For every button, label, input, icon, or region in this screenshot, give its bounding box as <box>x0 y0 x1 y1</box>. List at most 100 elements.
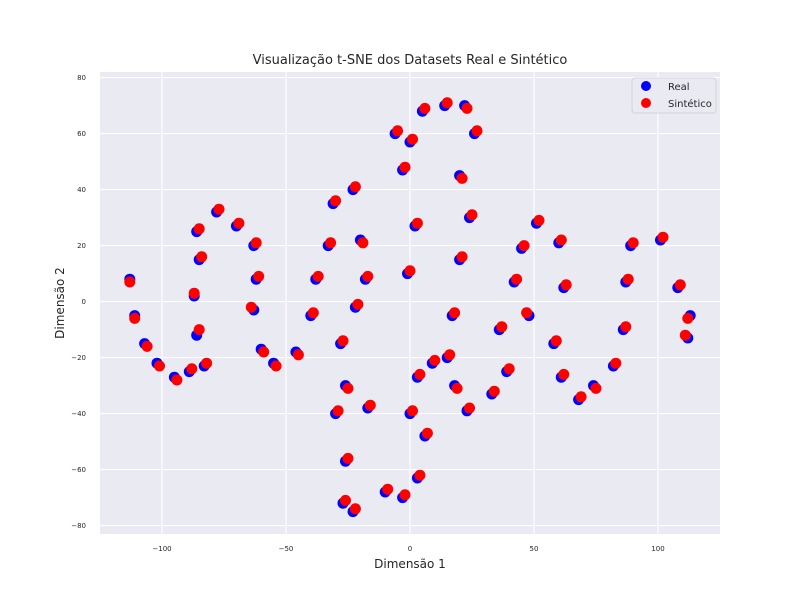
data-point <box>429 354 441 366</box>
y-tick-label: −20 <box>71 354 86 362</box>
data-point <box>332 405 344 417</box>
data-point <box>349 181 361 193</box>
scatter-points <box>124 97 696 518</box>
y-tick-label: −80 <box>71 522 86 530</box>
data-point <box>250 237 262 249</box>
data-point <box>349 503 361 515</box>
y-tick-label: 20 <box>77 242 86 250</box>
data-point <box>575 391 587 403</box>
data-point <box>399 489 411 501</box>
data-point <box>496 321 508 333</box>
data-point <box>340 494 351 506</box>
y-tick-label: 40 <box>77 186 86 194</box>
x-axis-label: Dimensão 1 <box>374 557 446 571</box>
data-point <box>312 270 324 282</box>
data-point <box>325 237 337 249</box>
data-point <box>627 237 639 249</box>
data-point <box>330 195 342 207</box>
data-point <box>253 270 265 282</box>
data-point <box>193 324 205 336</box>
legend-label-real: Real <box>668 82 690 93</box>
data-point <box>342 452 354 464</box>
chart-title: Visualização t-SNE dos Datasets Real e S… <box>253 53 568 68</box>
x-tick-label: 100 <box>651 545 664 553</box>
data-point <box>414 368 426 380</box>
data-point <box>407 133 418 145</box>
data-point <box>511 273 523 285</box>
y-axis-ticks: −80 −60 −40 −20 0 20 40 60 80 <box>71 74 86 530</box>
data-point <box>233 217 245 229</box>
data-point <box>682 312 694 324</box>
data-point <box>141 340 153 352</box>
data-point <box>461 102 473 114</box>
legend-marker-synthetic <box>641 98 651 108</box>
data-point <box>411 217 423 229</box>
data-point <box>503 363 515 375</box>
legend-box <box>631 77 717 114</box>
data-point <box>444 349 456 361</box>
data-point <box>258 346 270 358</box>
data-point <box>456 251 468 263</box>
data-point <box>657 231 669 243</box>
data-point <box>456 172 468 184</box>
data-point <box>382 483 394 495</box>
x-axis-ticks: −100 −50 0 50 100 <box>152 545 664 553</box>
data-point <box>521 307 533 319</box>
data-point <box>292 349 304 361</box>
data-point <box>399 161 411 173</box>
legend-marker-real <box>641 81 651 91</box>
data-point <box>213 203 225 215</box>
data-point <box>620 321 632 333</box>
y-tick-label: −60 <box>71 466 86 474</box>
data-point <box>558 368 570 380</box>
series-sintetico <box>124 97 694 515</box>
data-point <box>186 363 198 375</box>
y-axis-label: Dimensão 2 <box>53 267 67 339</box>
data-point <box>518 240 530 252</box>
plot-area <box>100 72 720 534</box>
x-tick-label: −50 <box>279 545 294 553</box>
data-point <box>555 234 567 246</box>
data-point <box>307 307 319 319</box>
data-point <box>674 279 686 291</box>
data-point <box>364 399 376 411</box>
data-point <box>404 265 416 277</box>
data-point <box>533 214 545 226</box>
data-point <box>188 287 200 299</box>
data-point <box>451 382 463 394</box>
data-point <box>392 125 404 137</box>
data-point <box>342 382 354 394</box>
data-point <box>337 335 349 347</box>
data-point <box>488 385 500 397</box>
data-point <box>201 357 213 369</box>
y-tick-label: −40 <box>71 410 86 418</box>
x-tick-label: 50 <box>530 545 539 553</box>
data-point <box>245 301 257 313</box>
y-tick-label: 80 <box>77 74 86 82</box>
data-point <box>610 357 622 369</box>
data-point <box>193 223 205 235</box>
data-point <box>550 335 562 347</box>
x-tick-label: 0 <box>408 545 412 553</box>
data-point <box>464 402 475 414</box>
data-point <box>352 298 364 310</box>
data-point <box>421 427 433 439</box>
legend: Real Sintético <box>631 77 717 114</box>
data-point <box>171 374 183 386</box>
data-point <box>449 307 461 319</box>
data-point <box>590 382 602 394</box>
data-point <box>560 279 572 291</box>
data-point <box>129 312 141 324</box>
data-point <box>466 209 478 221</box>
data-point <box>362 270 374 282</box>
data-point <box>124 276 136 288</box>
data-point <box>154 360 165 372</box>
data-point <box>270 360 282 372</box>
data-point <box>419 102 431 114</box>
y-tick-label: 60 <box>77 130 86 138</box>
data-point <box>196 251 208 263</box>
legend-label-synthetic: Sintético <box>668 98 712 110</box>
data-point <box>441 97 453 109</box>
data-point <box>679 329 691 341</box>
